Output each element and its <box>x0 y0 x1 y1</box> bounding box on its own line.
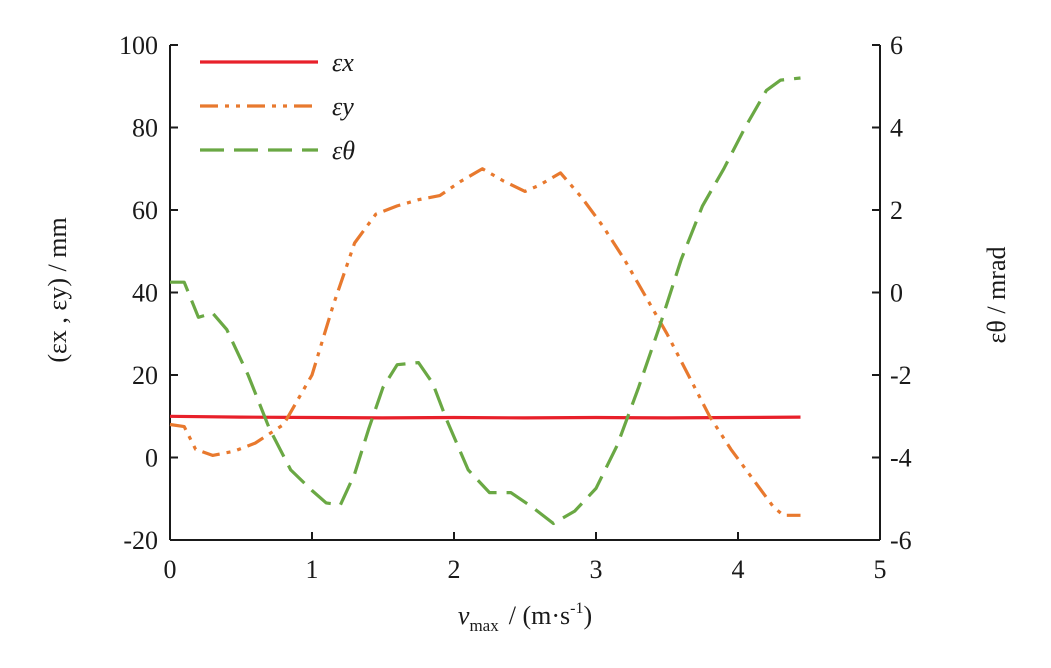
x-axis-title-unit-post: ) <box>583 601 592 630</box>
x-axis-title-sub: max <box>469 616 499 635</box>
y-right-tick-label: -6 <box>890 526 912 555</box>
series-line-epsilon-x <box>169 414 801 420</box>
x-tick-label: 0 <box>164 555 177 584</box>
y-right-axis-title: εθ / mrad <box>982 246 1011 343</box>
x-axis-title-unit-pre: / (m·s <box>509 601 570 630</box>
x-axis-title-unit-sup: -1 <box>570 600 583 617</box>
x-tick-label: 4 <box>732 555 745 584</box>
series-line-epsilon-y <box>169 167 801 517</box>
axes <box>169 45 881 541</box>
x-tick-label: 1 <box>306 555 319 584</box>
y-left-tick-label: 80 <box>132 114 158 143</box>
x-axis-title-var: v <box>458 601 470 630</box>
legend: εx εy εθ <box>200 48 355 165</box>
y-left-tick-label: 100 <box>119 31 158 60</box>
y-right-tick-label: 2 <box>890 196 903 225</box>
y-right-tick-label: -4 <box>890 444 912 473</box>
y-right-tick-label: 4 <box>890 114 903 143</box>
x-tick-label: 5 <box>874 555 887 584</box>
x-tick-label: 3 <box>590 555 603 584</box>
y-right-tick-label: 6 <box>890 31 903 60</box>
y-left-axis-title: (εx , εy) / mm <box>43 217 72 362</box>
y-left-tick-label: -20 <box>123 526 158 555</box>
legend-label: εy <box>332 92 354 121</box>
y-right-tick-label: -2 <box>890 361 912 390</box>
x-tick-label: 2 <box>448 555 461 584</box>
y-left-tick-label: 0 <box>145 444 158 473</box>
legend-label: εx <box>332 48 354 77</box>
y-left-tick-label: 20 <box>132 361 158 390</box>
series-layer <box>169 76 801 526</box>
series-line-epsilon-theta <box>170 76 801 526</box>
y-right-tick-label: 0 <box>890 279 903 308</box>
legend-label: εθ <box>332 136 355 165</box>
y-left-tick-label: 60 <box>132 196 158 225</box>
x-axis-title: vmax / (m·s-1) <box>458 600 592 635</box>
y-left-tick-label: 40 <box>132 279 158 308</box>
